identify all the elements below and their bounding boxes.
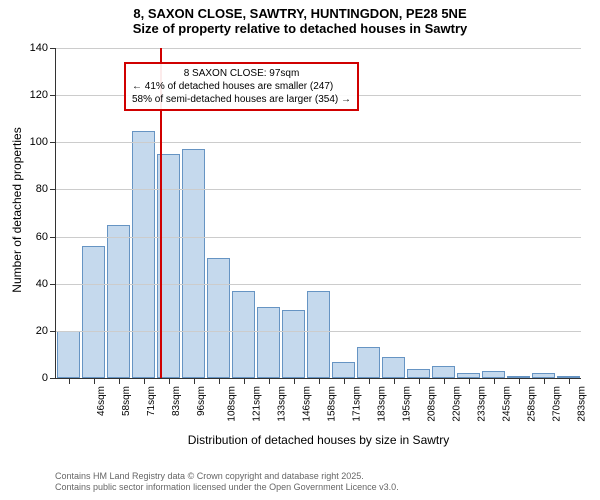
histogram-bar — [82, 246, 106, 378]
x-tick-label: 71sqm — [146, 386, 157, 416]
gridline — [56, 284, 581, 285]
x-tick-label: 121sqm — [251, 386, 262, 422]
x-tick — [94, 378, 95, 384]
x-tick — [444, 378, 445, 384]
x-tick — [144, 378, 145, 384]
histogram-bar — [232, 291, 256, 378]
x-tick-label: 283sqm — [576, 386, 587, 422]
x-tick — [544, 378, 545, 384]
x-tick — [319, 378, 320, 384]
x-tick-label: 96sqm — [196, 386, 207, 416]
histogram-bar — [382, 357, 406, 378]
x-tick — [494, 378, 495, 384]
y-tick-label: 140 — [30, 42, 48, 54]
x-tick — [369, 378, 370, 384]
histogram-bar — [332, 362, 356, 379]
x-tick-label: 208sqm — [426, 386, 437, 422]
x-tick-label: 46sqm — [96, 386, 107, 416]
x-axis-label: Distribution of detached houses by size … — [188, 433, 449, 447]
y-tick — [50, 189, 56, 190]
x-tick-label: 183sqm — [376, 386, 387, 422]
x-tick — [394, 378, 395, 384]
gridline — [56, 237, 581, 238]
x-tick — [269, 378, 270, 384]
x-tick-label: 195sqm — [401, 386, 412, 422]
y-tick-label: 40 — [36, 278, 48, 290]
x-tick — [69, 378, 70, 384]
y-tick-label: 60 — [36, 231, 48, 243]
x-tick-label: 83sqm — [171, 386, 182, 416]
histogram-bar — [132, 131, 156, 379]
histogram-bar — [432, 366, 456, 378]
histogram-bar — [307, 291, 331, 378]
chart-container: 8, SAXON CLOSE, SAWTRY, HUNTINGDON, PE28… — [0, 0, 600, 500]
x-tick — [219, 378, 220, 384]
callout-box: 8 SAXON CLOSE: 97sqm← 41% of detached ho… — [124, 62, 359, 111]
y-tick — [50, 331, 56, 332]
histogram-bar — [407, 369, 431, 378]
y-tick-label: 100 — [30, 136, 48, 148]
x-tick — [519, 378, 520, 384]
histogram-bar — [207, 258, 231, 378]
chart-title-main: 8, SAXON CLOSE, SAWTRY, HUNTINGDON, PE28… — [0, 0, 600, 21]
histogram-bar — [57, 331, 81, 378]
y-tick — [50, 48, 56, 49]
histogram-bar — [182, 149, 206, 378]
footer-attribution: Contains HM Land Registry data © Crown c… — [55, 471, 399, 494]
x-tick — [244, 378, 245, 384]
y-tick — [50, 95, 56, 96]
x-tick — [569, 378, 570, 384]
callout-line-2: ← 41% of detached houses are smaller (24… — [132, 80, 351, 93]
gridline — [56, 189, 581, 190]
y-axis-label: Number of detached properties — [10, 127, 24, 292]
x-tick-label: 133sqm — [276, 386, 287, 422]
chart-plot-area: Distribution of detached houses by size … — [55, 48, 581, 379]
x-tick-label: 158sqm — [326, 386, 337, 422]
gridline — [56, 331, 581, 332]
gridline — [56, 48, 581, 49]
x-tick — [469, 378, 470, 384]
footer-line-2: Contains public sector information licen… — [55, 482, 399, 494]
y-tick — [50, 142, 56, 143]
y-tick-label: 20 — [36, 325, 48, 337]
chart-title-sub: Size of property relative to detached ho… — [0, 21, 600, 40]
footer-line-1: Contains HM Land Registry data © Crown c… — [55, 471, 399, 483]
x-tick — [419, 378, 420, 384]
callout-line-1: 8 SAXON CLOSE: 97sqm — [132, 67, 351, 80]
gridline — [56, 142, 581, 143]
y-tick — [50, 378, 56, 379]
histogram-bar — [357, 347, 381, 378]
y-tick-label: 120 — [30, 89, 48, 101]
histogram-bar — [282, 310, 306, 378]
x-tick — [169, 378, 170, 384]
x-tick-label: 233sqm — [476, 386, 487, 422]
x-tick — [344, 378, 345, 384]
x-tick-label: 108sqm — [226, 386, 237, 422]
x-tick-label: 258sqm — [526, 386, 537, 422]
x-tick-label: 58sqm — [121, 386, 132, 416]
x-tick-label: 245sqm — [501, 386, 512, 422]
y-tick — [50, 237, 56, 238]
histogram-bar — [482, 371, 506, 378]
x-tick-label: 146sqm — [301, 386, 312, 422]
x-tick — [194, 378, 195, 384]
x-tick-label: 270sqm — [551, 386, 562, 422]
x-tick — [294, 378, 295, 384]
y-tick-label: 80 — [36, 183, 48, 195]
y-tick — [50, 284, 56, 285]
y-tick-label: 0 — [42, 372, 48, 384]
x-tick-label: 220sqm — [451, 386, 462, 422]
x-tick-label: 171sqm — [351, 386, 362, 422]
x-tick — [119, 378, 120, 384]
histogram-bar — [257, 307, 281, 378]
callout-line-3: 58% of semi-detached houses are larger (… — [132, 93, 351, 106]
histogram-bar — [107, 225, 131, 378]
